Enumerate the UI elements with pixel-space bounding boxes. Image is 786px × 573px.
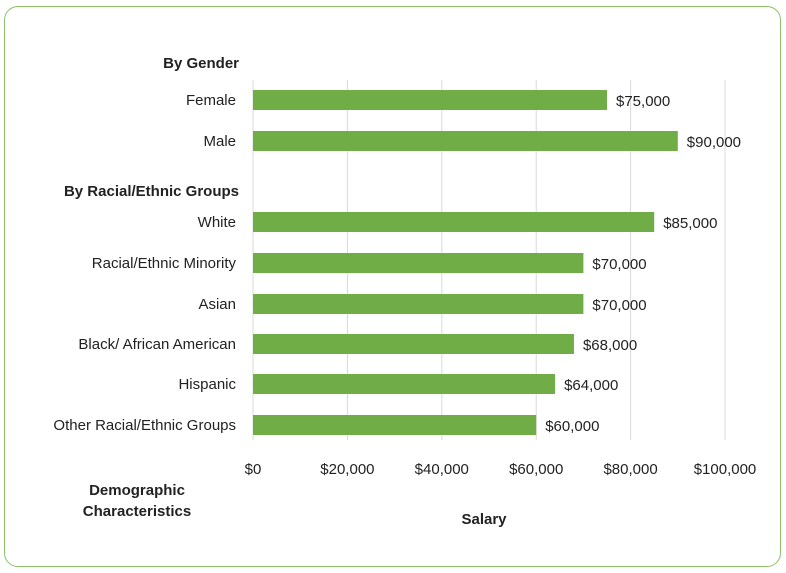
- bar: [253, 334, 574, 354]
- x-tick-label: $40,000: [415, 461, 469, 478]
- x-tick-label: $20,000: [320, 461, 374, 478]
- bar: [253, 212, 655, 232]
- bar: [253, 415, 537, 435]
- x-axis-label: Salary: [461, 511, 507, 528]
- category-label: Black/ African American: [78, 336, 236, 353]
- bar: [253, 294, 584, 314]
- category-label: Female: [186, 92, 236, 109]
- x-tick-label: $100,000: [694, 461, 757, 478]
- data-label: $68,000: [583, 337, 637, 354]
- x-tick-label: $60,000: [509, 461, 563, 478]
- bar: [253, 253, 584, 273]
- data-label: $75,000: [616, 93, 670, 110]
- y-axis-label-line1: Demographic: [89, 482, 185, 499]
- data-label: $70,000: [592, 256, 646, 273]
- bar: [253, 131, 678, 151]
- category-label: Other Racial/Ethnic Groups: [53, 417, 236, 434]
- x-tick-label: $0: [245, 461, 262, 478]
- group-heading: By Racial/Ethnic Groups: [64, 183, 239, 200]
- category-label: Asian: [198, 296, 236, 313]
- data-label: $70,000: [592, 297, 646, 314]
- category-label: Hispanic: [178, 376, 236, 393]
- category-label: White: [198, 214, 236, 231]
- chart-frame: [4, 6, 781, 567]
- category-label: Racial/Ethnic Minority: [92, 255, 237, 272]
- data-label: $85,000: [663, 215, 717, 232]
- x-tick-label: $80,000: [603, 461, 657, 478]
- category-label: Male: [203, 133, 236, 150]
- bar: [253, 90, 607, 110]
- data-label: $60,000: [545, 418, 599, 435]
- data-label: $64,000: [564, 377, 618, 394]
- group-heading: By Gender: [163, 55, 239, 72]
- data-label: $90,000: [687, 134, 741, 151]
- y-axis-label-line2: Characteristics: [83, 503, 191, 520]
- bar: [253, 374, 556, 394]
